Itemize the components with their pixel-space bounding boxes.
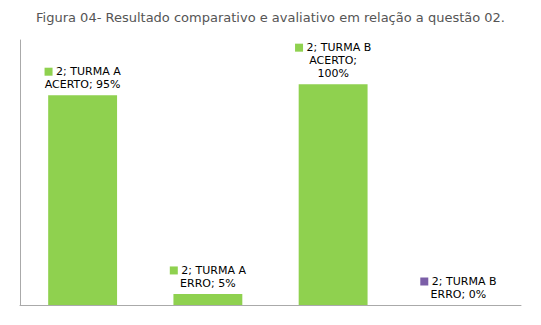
- svg-text:Figura 04- Resultado comparati: Figura 04- Resultado comparativo e avali…: [36, 10, 505, 25]
- svg-text:ERRO; 5%: ERRO; 5%: [180, 277, 236, 290]
- svg-text:2; TURMA A: 2; TURMA A: [178, 264, 247, 277]
- svg-text:ERRO; 0%: ERRO; 0%: [431, 288, 487, 301]
- svg-text:ACERTO; 95%: ACERTO; 95%: [45, 78, 121, 91]
- svg-text:2; TURMA A: 2; TURMA A: [53, 65, 122, 78]
- svg-text:2; TURMA B: 2; TURMA B: [303, 41, 371, 54]
- svg-text:2; TURMA B: 2; TURMA B: [428, 275, 496, 288]
- svg-text:100%: 100%: [317, 67, 348, 80]
- svg-text:ACERTO;: ACERTO;: [309, 54, 357, 67]
